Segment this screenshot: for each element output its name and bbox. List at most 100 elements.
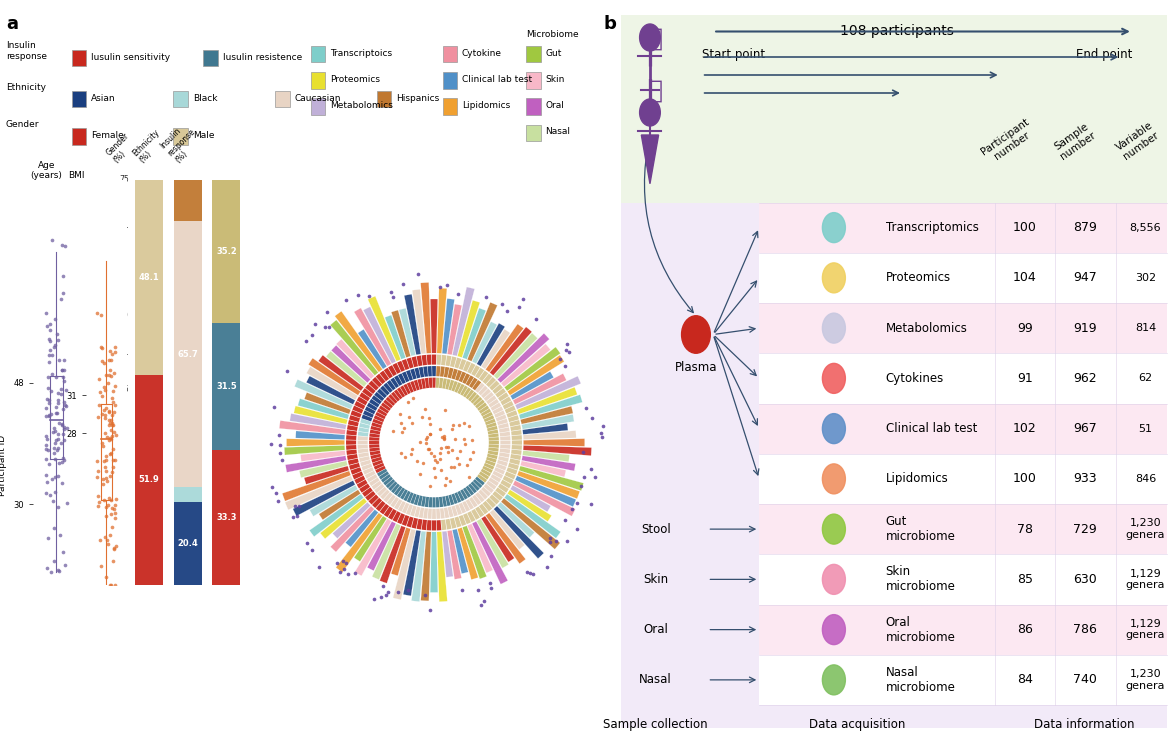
Point xyxy=(91,386,110,398)
Point xyxy=(52,292,70,304)
Text: Stool: Stool xyxy=(640,523,671,536)
Bar xyxy=(421,355,427,365)
Point xyxy=(430,281,449,293)
Bar xyxy=(509,420,520,427)
Bar xyxy=(299,461,347,478)
Point xyxy=(102,392,121,404)
Text: 947: 947 xyxy=(1073,272,1097,284)
Point xyxy=(107,429,126,441)
Bar xyxy=(507,410,517,418)
Bar xyxy=(466,485,474,496)
Bar xyxy=(483,392,494,401)
Point xyxy=(49,355,68,367)
FancyBboxPatch shape xyxy=(759,353,1167,404)
Point xyxy=(101,417,120,429)
Bar xyxy=(508,463,518,470)
Text: 48.1: 48.1 xyxy=(138,273,160,282)
Bar xyxy=(404,384,411,394)
Point xyxy=(416,436,435,448)
Bar xyxy=(371,454,381,459)
Bar xyxy=(372,481,382,490)
Point xyxy=(101,414,120,426)
Text: Variable
number: Variable number xyxy=(1114,120,1161,162)
Point xyxy=(106,380,124,392)
Bar xyxy=(501,344,550,387)
Bar xyxy=(508,415,518,422)
Text: 100: 100 xyxy=(1012,472,1037,485)
Bar xyxy=(423,509,428,518)
Bar xyxy=(436,497,440,507)
Bar xyxy=(496,464,507,470)
Point xyxy=(442,423,461,435)
Bar xyxy=(436,366,440,376)
Point xyxy=(52,388,70,400)
Bar xyxy=(359,423,369,429)
Point xyxy=(46,485,65,497)
Bar xyxy=(369,437,379,441)
Point xyxy=(420,428,439,440)
Point xyxy=(103,454,122,466)
Text: Proteomics: Proteomics xyxy=(886,272,951,284)
Point xyxy=(54,403,73,415)
Point xyxy=(87,471,106,483)
Point xyxy=(441,475,460,487)
Point xyxy=(97,534,116,546)
Point xyxy=(563,503,582,515)
Bar xyxy=(479,472,489,479)
Point xyxy=(572,481,591,493)
Bar xyxy=(384,477,393,485)
Point xyxy=(462,434,481,446)
Point xyxy=(402,417,421,429)
Point xyxy=(443,419,462,430)
Point xyxy=(39,532,57,544)
Point xyxy=(53,364,72,376)
Point xyxy=(48,387,67,399)
Point xyxy=(404,392,422,404)
Point xyxy=(318,306,337,318)
Point xyxy=(394,422,413,434)
Point xyxy=(49,470,68,482)
Point xyxy=(102,354,121,366)
Point xyxy=(53,456,72,468)
Point xyxy=(46,471,65,483)
Point xyxy=(36,307,55,319)
Bar xyxy=(398,361,405,372)
Point xyxy=(101,364,120,376)
Bar xyxy=(357,397,367,405)
Point xyxy=(100,530,118,542)
Point xyxy=(36,469,55,481)
Text: Sample
number: Sample number xyxy=(1052,121,1098,162)
Bar xyxy=(470,394,480,404)
Point xyxy=(88,466,107,478)
Bar xyxy=(398,513,405,524)
Point xyxy=(333,555,352,567)
Bar xyxy=(306,367,358,400)
Point xyxy=(425,454,443,466)
Bar xyxy=(454,358,461,368)
Bar xyxy=(404,530,421,596)
Bar xyxy=(489,437,499,441)
Bar xyxy=(436,355,441,365)
Bar xyxy=(369,430,380,434)
Bar xyxy=(448,507,454,518)
Bar xyxy=(285,456,346,472)
Point xyxy=(88,500,107,512)
Point xyxy=(48,398,67,410)
Text: Clinical lab test: Clinical lab test xyxy=(886,422,977,435)
Point xyxy=(36,453,55,465)
Point xyxy=(103,461,122,473)
Bar xyxy=(174,488,202,502)
Point xyxy=(54,375,73,387)
Bar xyxy=(359,452,369,458)
Bar xyxy=(488,451,499,455)
Bar xyxy=(394,389,402,400)
Bar xyxy=(364,307,396,364)
Bar xyxy=(446,519,452,530)
Text: Lipidomics: Lipidomics xyxy=(886,472,948,485)
Bar xyxy=(475,400,484,408)
Point xyxy=(592,431,611,443)
Point xyxy=(103,442,122,454)
Bar xyxy=(358,445,368,449)
FancyBboxPatch shape xyxy=(759,253,1167,303)
Point xyxy=(49,457,68,469)
